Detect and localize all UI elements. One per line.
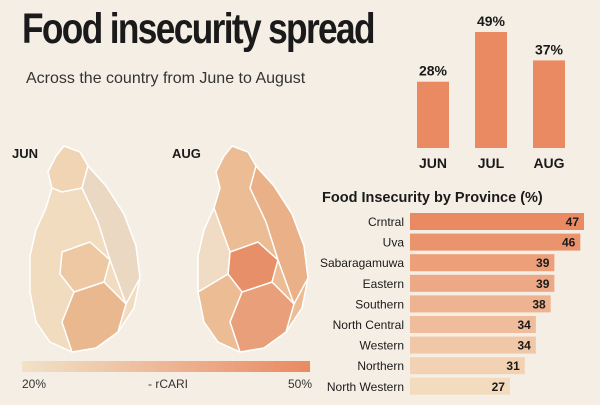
province-label: Northern [357,359,404,373]
map-label-jun: JUN [12,146,39,161]
province-bar [410,316,536,333]
monthly-bar-aug [533,60,565,148]
map-aug [197,145,309,353]
legend-color-scale [22,361,310,372]
province-value: 34 [518,339,532,353]
monthly-category-label: JUL [478,155,505,171]
province-value: 39 [536,256,550,270]
legend-max-label: 50% [288,377,313,391]
map-aug-region-west [197,206,231,294]
monthly-category-label: AUG [533,155,564,171]
province-label: Sabaragamuwa [320,256,404,270]
monthly-bar-chart: 28% JUN 49% JUL 37% AUG [417,13,565,171]
map-aug-region-south [229,281,295,353]
monthly-bar-jul [475,32,507,148]
monthly-bar-jun [417,81,449,148]
province-label: North Central [333,318,404,332]
chart-subtitle: Across the country from June to August [26,70,306,87]
province-value: 31 [506,359,520,373]
chart-title: Food insecurity spread [22,5,376,53]
map-aug-region-east [249,164,309,306]
province-value: 46 [562,236,576,250]
monthly-value-label: 28% [419,63,448,79]
map-jun-region-south [61,281,127,353]
map-jun-region-central [59,241,111,293]
monthly-value-label: 37% [535,41,564,57]
province-bar [410,336,536,354]
province-value: 39 [536,277,550,291]
province-label: Western [360,339,404,353]
province-value: 38 [532,297,546,311]
legend-min-label: 20% [22,377,47,391]
province-label: Eastern [363,277,404,291]
province-label: Crntral [368,215,404,229]
map-jun-region-north [47,145,89,193]
map-label-aug: AUG [172,146,201,161]
province-value: 47 [566,215,580,229]
map-jun [29,145,141,353]
province-label: North Western [327,380,404,394]
province-label: Uva [383,236,405,250]
province-bar [410,357,525,375]
province-bar [410,254,555,272]
province-bar-chart: Crntral 47 Uva 46 Sabaragamuwa 39 Eastern 39 Sou… [320,213,584,395]
province-bar [410,377,510,395]
monthly-category-label: JUN [419,155,447,171]
legend-mid-label: - rCARI [148,377,188,391]
province-chart-title: Food Insecurity by Province (%) [322,190,543,206]
province-bar [410,213,584,230]
monthly-value-label: 49% [477,13,506,29]
province-value: 27 [492,380,506,394]
map-jun-region-east [81,164,141,306]
province-bar [410,295,551,313]
province-maps [29,145,309,353]
province-label: Southern [355,297,404,311]
province-value: 34 [518,318,532,332]
province-bar [410,233,581,251]
province-bar [410,274,555,292]
